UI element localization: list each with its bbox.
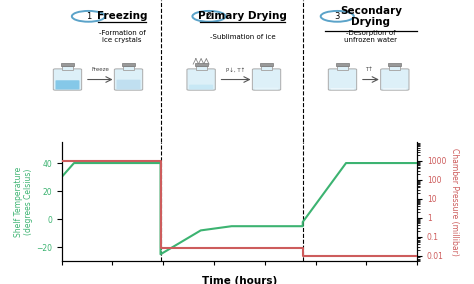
Bar [196, 66, 207, 70]
Bar [261, 66, 272, 70]
Text: 2: 2 [206, 12, 211, 21]
Text: -Desorption of
unfrozen water: -Desorption of unfrozen water [344, 30, 397, 43]
Bar [260, 64, 273, 66]
Bar [195, 64, 208, 66]
FancyBboxPatch shape [117, 80, 140, 89]
Text: T↑: T↑ [365, 67, 373, 72]
Bar [336, 64, 349, 66]
FancyBboxPatch shape [189, 85, 213, 89]
Text: 1: 1 [86, 12, 91, 21]
Text: -Sublimation of ice: -Sublimation of ice [210, 34, 275, 40]
FancyBboxPatch shape [114, 69, 143, 90]
Text: Secondary
Drying: Secondary Drying [340, 5, 402, 27]
FancyBboxPatch shape [330, 88, 355, 89]
Text: Primary Drying: Primary Drying [198, 11, 287, 21]
Bar [62, 66, 73, 70]
FancyBboxPatch shape [381, 69, 409, 90]
Text: -Formation of
ice crystals: -Formation of ice crystals [99, 30, 146, 43]
FancyBboxPatch shape [328, 69, 356, 90]
Text: Freeze: Freeze [91, 67, 109, 72]
Text: P↓, T↑: P↓, T↑ [227, 67, 246, 72]
FancyBboxPatch shape [55, 80, 80, 89]
Bar [390, 66, 400, 70]
Bar [61, 64, 74, 66]
Y-axis label: Shelf Temperature
(degrees Celsius): Shelf Temperature (degrees Celsius) [14, 166, 33, 237]
FancyBboxPatch shape [252, 69, 281, 90]
Text: Freezing: Freezing [97, 11, 147, 21]
FancyBboxPatch shape [187, 69, 215, 90]
Bar [388, 64, 401, 66]
FancyBboxPatch shape [53, 69, 82, 90]
Bar [337, 66, 348, 70]
FancyBboxPatch shape [383, 88, 407, 89]
Bar [122, 64, 135, 66]
FancyBboxPatch shape [255, 87, 279, 89]
Y-axis label: Chamber Pressure (millibar): Chamber Pressure (millibar) [450, 148, 459, 256]
Bar [123, 66, 134, 70]
Text: 3: 3 [335, 12, 340, 21]
X-axis label: Time (hours): Time (hours) [202, 276, 277, 284]
